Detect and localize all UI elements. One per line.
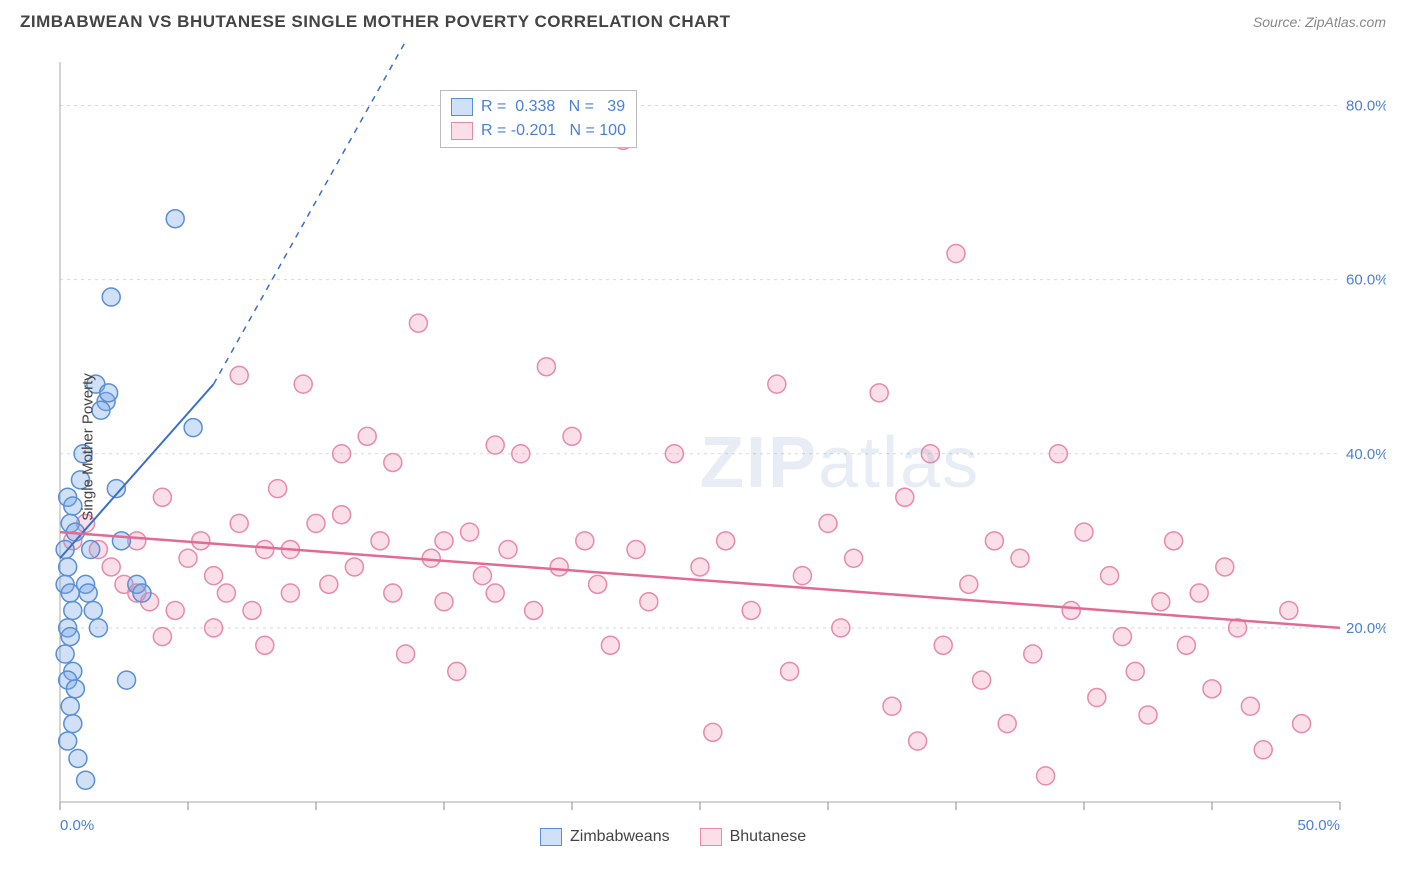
correlation-legend: R = 0.338 N = 39 R = -0.201 N = 100 bbox=[440, 90, 637, 148]
scatter-chart: 0.0% 50.0% 20.0% 40.0% 60.0% 80.0% bbox=[20, 42, 1386, 852]
legend-label: Bhutanese bbox=[730, 828, 807, 846]
legend-item: Bhutanese bbox=[700, 828, 807, 846]
legend-swatch bbox=[540, 828, 562, 846]
chart-area: Single Mother Poverty 0.0% 50.0% 20.0% 40.0… bbox=[20, 42, 1386, 852]
chart-title: ZIMBABWEAN VS BHUTANESE SINGLE MOTHER PO… bbox=[20, 12, 731, 32]
legend-swatch bbox=[451, 122, 473, 140]
legend-swatch bbox=[700, 828, 722, 846]
legend-stats: R = 0.338 N = 39 bbox=[481, 98, 625, 116]
y-axis-label: Single Mother Poverty bbox=[79, 373, 96, 521]
svg-text:50.0%: 50.0% bbox=[1297, 817, 1340, 834]
source-label: Source: ZipAtlas.com bbox=[1253, 14, 1386, 30]
legend-row: R = -0.201 N = 100 bbox=[451, 119, 626, 143]
svg-text:60.0%: 60.0% bbox=[1346, 272, 1386, 289]
legend-stats: R = -0.201 N = 100 bbox=[481, 122, 626, 140]
legend-row: R = 0.338 N = 39 bbox=[451, 95, 626, 119]
svg-text:0.0%: 0.0% bbox=[60, 817, 94, 834]
chart-header: ZIMBABWEAN VS BHUTANESE SINGLE MOTHER PO… bbox=[0, 0, 1406, 40]
svg-text:40.0%: 40.0% bbox=[1346, 446, 1386, 463]
svg-text:20.0%: 20.0% bbox=[1346, 620, 1386, 637]
svg-text:80.0%: 80.0% bbox=[1346, 98, 1386, 115]
series-legend: Zimbabweans Bhutanese bbox=[540, 828, 806, 846]
legend-swatch bbox=[451, 98, 473, 116]
legend-label: Zimbabweans bbox=[570, 828, 670, 846]
legend-item: Zimbabweans bbox=[540, 828, 670, 846]
